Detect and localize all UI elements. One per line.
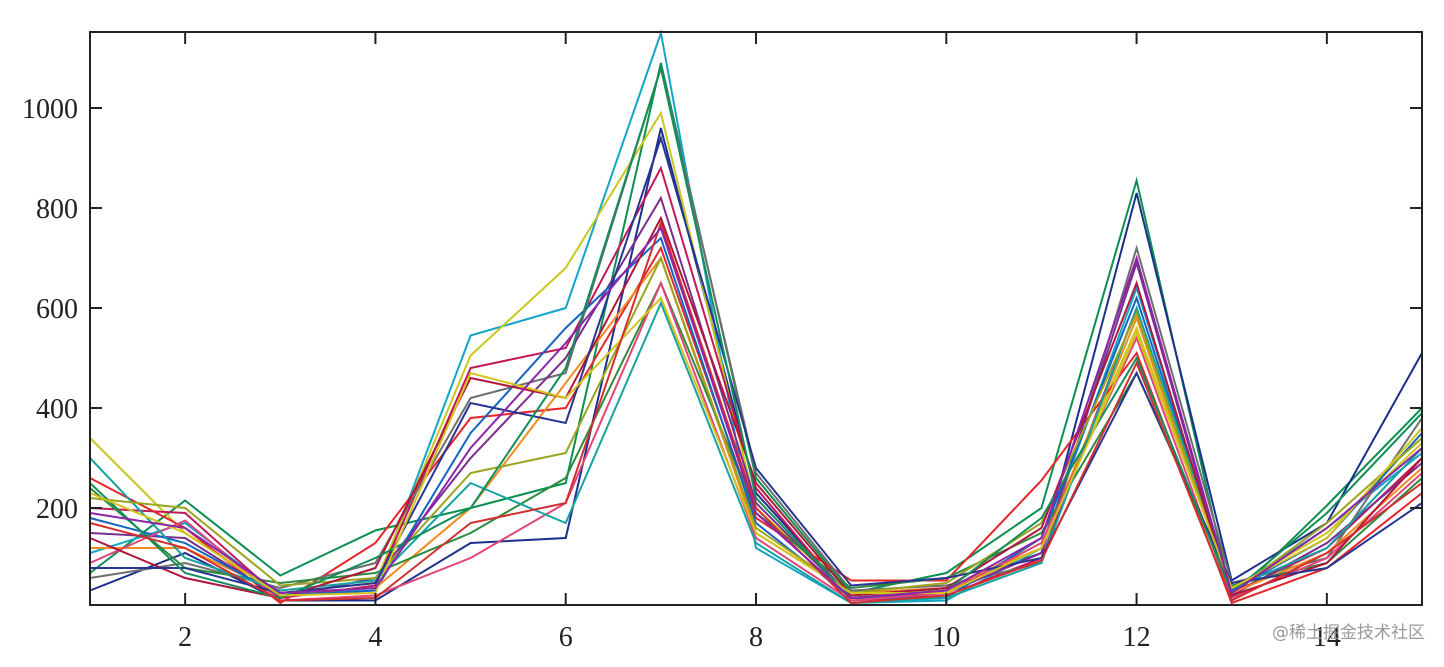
series-line (89, 127, 1423, 602)
series-line (90, 134, 1423, 595)
series-line (89, 219, 1423, 605)
series-line (89, 64, 1423, 600)
y-tick-label: 400 (36, 394, 78, 425)
y-tick-label: 600 (36, 294, 78, 325)
series-line (89, 62, 1423, 600)
x-tick-label: 12 (1123, 622, 1151, 653)
x-tick-label: 14 (1313, 622, 1341, 653)
watermark: @稀土掘金技术社区 (1272, 623, 1425, 643)
axes: 2 4 6 8 10 12 14 200 400 600 800 1000 (22, 31, 1423, 653)
x-tick-label: 8 (749, 622, 763, 653)
y-tick-label: 800 (36, 194, 78, 225)
series-line (89, 296, 1423, 597)
series-line (89, 225, 1423, 600)
x-tick-label: 6 (559, 622, 573, 653)
x-tick-label: 2 (178, 622, 192, 653)
series-line (89, 255, 1423, 595)
y-tick-label: 200 (36, 494, 78, 525)
series-line (89, 215, 1423, 600)
x-tick-label: 4 (368, 622, 382, 653)
y-tick-label: 1000 (22, 94, 78, 125)
lines (89, 29, 1423, 605)
x-tick-label: 10 (932, 622, 960, 653)
